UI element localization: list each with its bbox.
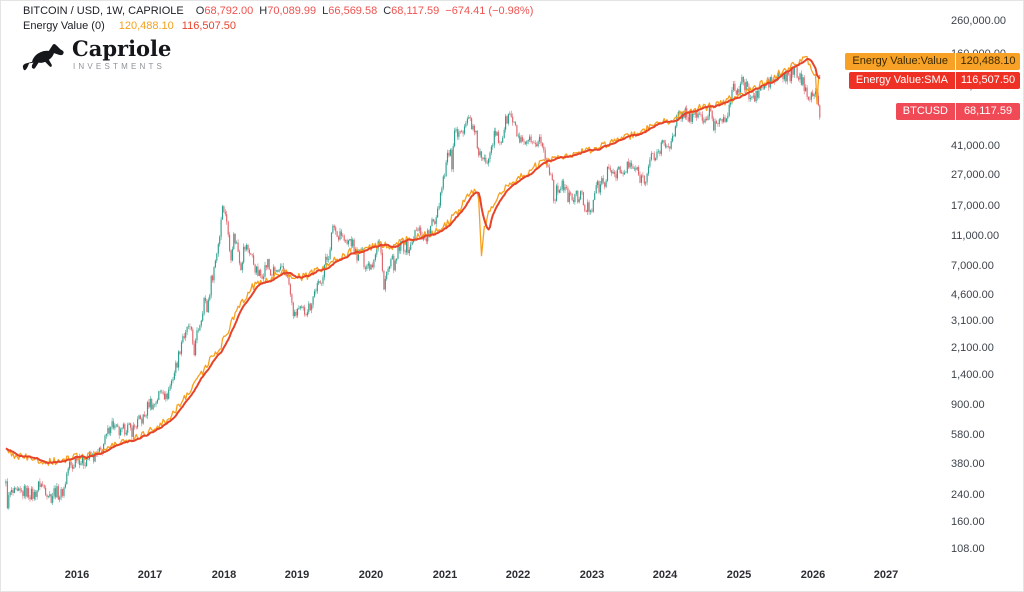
badge-value: 120,488.10 bbox=[960, 55, 1016, 67]
badge-value: 68,117.59 bbox=[963, 105, 1013, 117]
price-axis-label: 160.00 bbox=[951, 516, 985, 528]
price-axis-label: 7,000.00 bbox=[951, 260, 994, 272]
time-axis-label: 2023 bbox=[579, 569, 605, 581]
capriole-horse-icon bbox=[22, 43, 64, 71]
axis-badge-btcusd: BTCUSD 68,117.59 bbox=[895, 103, 1020, 120]
badge-label: Energy Value:Value bbox=[845, 53, 956, 70]
time-axis-label: 2018 bbox=[211, 569, 237, 581]
change-value: −674.41 (−0.98%) bbox=[445, 5, 534, 17]
ohlc-values: O68,792.00 H70,089.99 L66,569.58 C68,117.59 bbox=[190, 5, 440, 17]
indicator-value: 120,488.10 bbox=[118, 20, 174, 32]
time-axis-label: 2025 bbox=[726, 569, 752, 581]
time-axis-label: 2020 bbox=[358, 569, 384, 581]
badge-value: 116,507.50 bbox=[960, 74, 1016, 86]
time-axis-label: 2021 bbox=[432, 569, 458, 581]
time-axis-label: 2017 bbox=[137, 569, 163, 581]
logo-subtitle: INVESTMENTS bbox=[73, 62, 166, 71]
symbol-title: BITCOIN / USD, 1W, CAPRIOLE bbox=[23, 5, 184, 17]
badge-label: BTCUSD bbox=[896, 103, 956, 120]
price-axis-label: 260,000.00 bbox=[951, 15, 1007, 27]
candle-bodies-up bbox=[5, 66, 817, 509]
ohlc-key: L bbox=[322, 5, 329, 17]
price-axis-label: 4,600.00 bbox=[951, 289, 994, 301]
badge-label: Energy Value:SMA bbox=[849, 72, 956, 89]
price-axis-label: 580.00 bbox=[951, 429, 985, 441]
ohlc-value: 70,089.99 bbox=[267, 5, 317, 17]
indicator-header-row[interactable]: Energy Value (0) 120,488.10 116,507.50 bbox=[23, 20, 236, 32]
time-axis-label: 2026 bbox=[800, 569, 826, 581]
logo-name: Capriole bbox=[72, 36, 172, 61]
candle-wicks-down bbox=[7, 63, 821, 510]
ohlc-key: H bbox=[259, 5, 268, 17]
symbol-header-row[interactable]: BITCOIN / USD, 1W, CAPRIOLE O68,792.00 H70… bbox=[23, 5, 533, 17]
time-axis-label: 2024 bbox=[652, 569, 678, 581]
price-axis-label: 2,100.00 bbox=[951, 342, 994, 354]
price-axis-label: 380.00 bbox=[951, 458, 985, 470]
price-axis-label: 41,000.00 bbox=[951, 140, 1000, 152]
price-axis-label: 3,100.00 bbox=[951, 315, 994, 327]
time-axis-label: 2019 bbox=[284, 569, 310, 581]
axis-badge-energy-value-sma: Energy Value:SMA 116,507.50 bbox=[848, 72, 1020, 89]
ohlc-key: C bbox=[383, 5, 392, 17]
time-axis-label: 2016 bbox=[64, 569, 90, 581]
axis-badge-energy-value-value: Energy Value:Value 120,488.10 bbox=[845, 53, 1020, 70]
capriole-logo: Capriole INVESTMENTS bbox=[21, 38, 171, 77]
indicator-sma-value: 116,507.50 bbox=[181, 20, 237, 32]
price-axis-label: 1,400.00 bbox=[951, 369, 994, 381]
time-axis-label: 2027 bbox=[873, 569, 899, 581]
energy-value-line bbox=[5, 55, 821, 466]
time-axis-label: 2022 bbox=[505, 569, 531, 581]
ohlc-value: 68,117.59 bbox=[391, 5, 440, 17]
price-axis-label: 240.00 bbox=[951, 489, 985, 501]
indicator-title: Energy Value (0) bbox=[23, 20, 105, 32]
price-axis-label: 27,000.00 bbox=[951, 169, 1000, 181]
ohlc-key: O bbox=[195, 5, 205, 17]
price-axis-label: 108.00 bbox=[951, 543, 985, 555]
price-axis-label: 11,000.00 bbox=[951, 230, 1000, 242]
price-axis-label: 17,000.00 bbox=[951, 200, 1000, 212]
ohlc-value: 68,792.00 bbox=[204, 5, 254, 17]
ohlc-value: 66,569.58 bbox=[328, 5, 378, 17]
energy-value-sma-line bbox=[5, 58, 821, 465]
price-axis-label: 900.00 bbox=[951, 399, 985, 411]
